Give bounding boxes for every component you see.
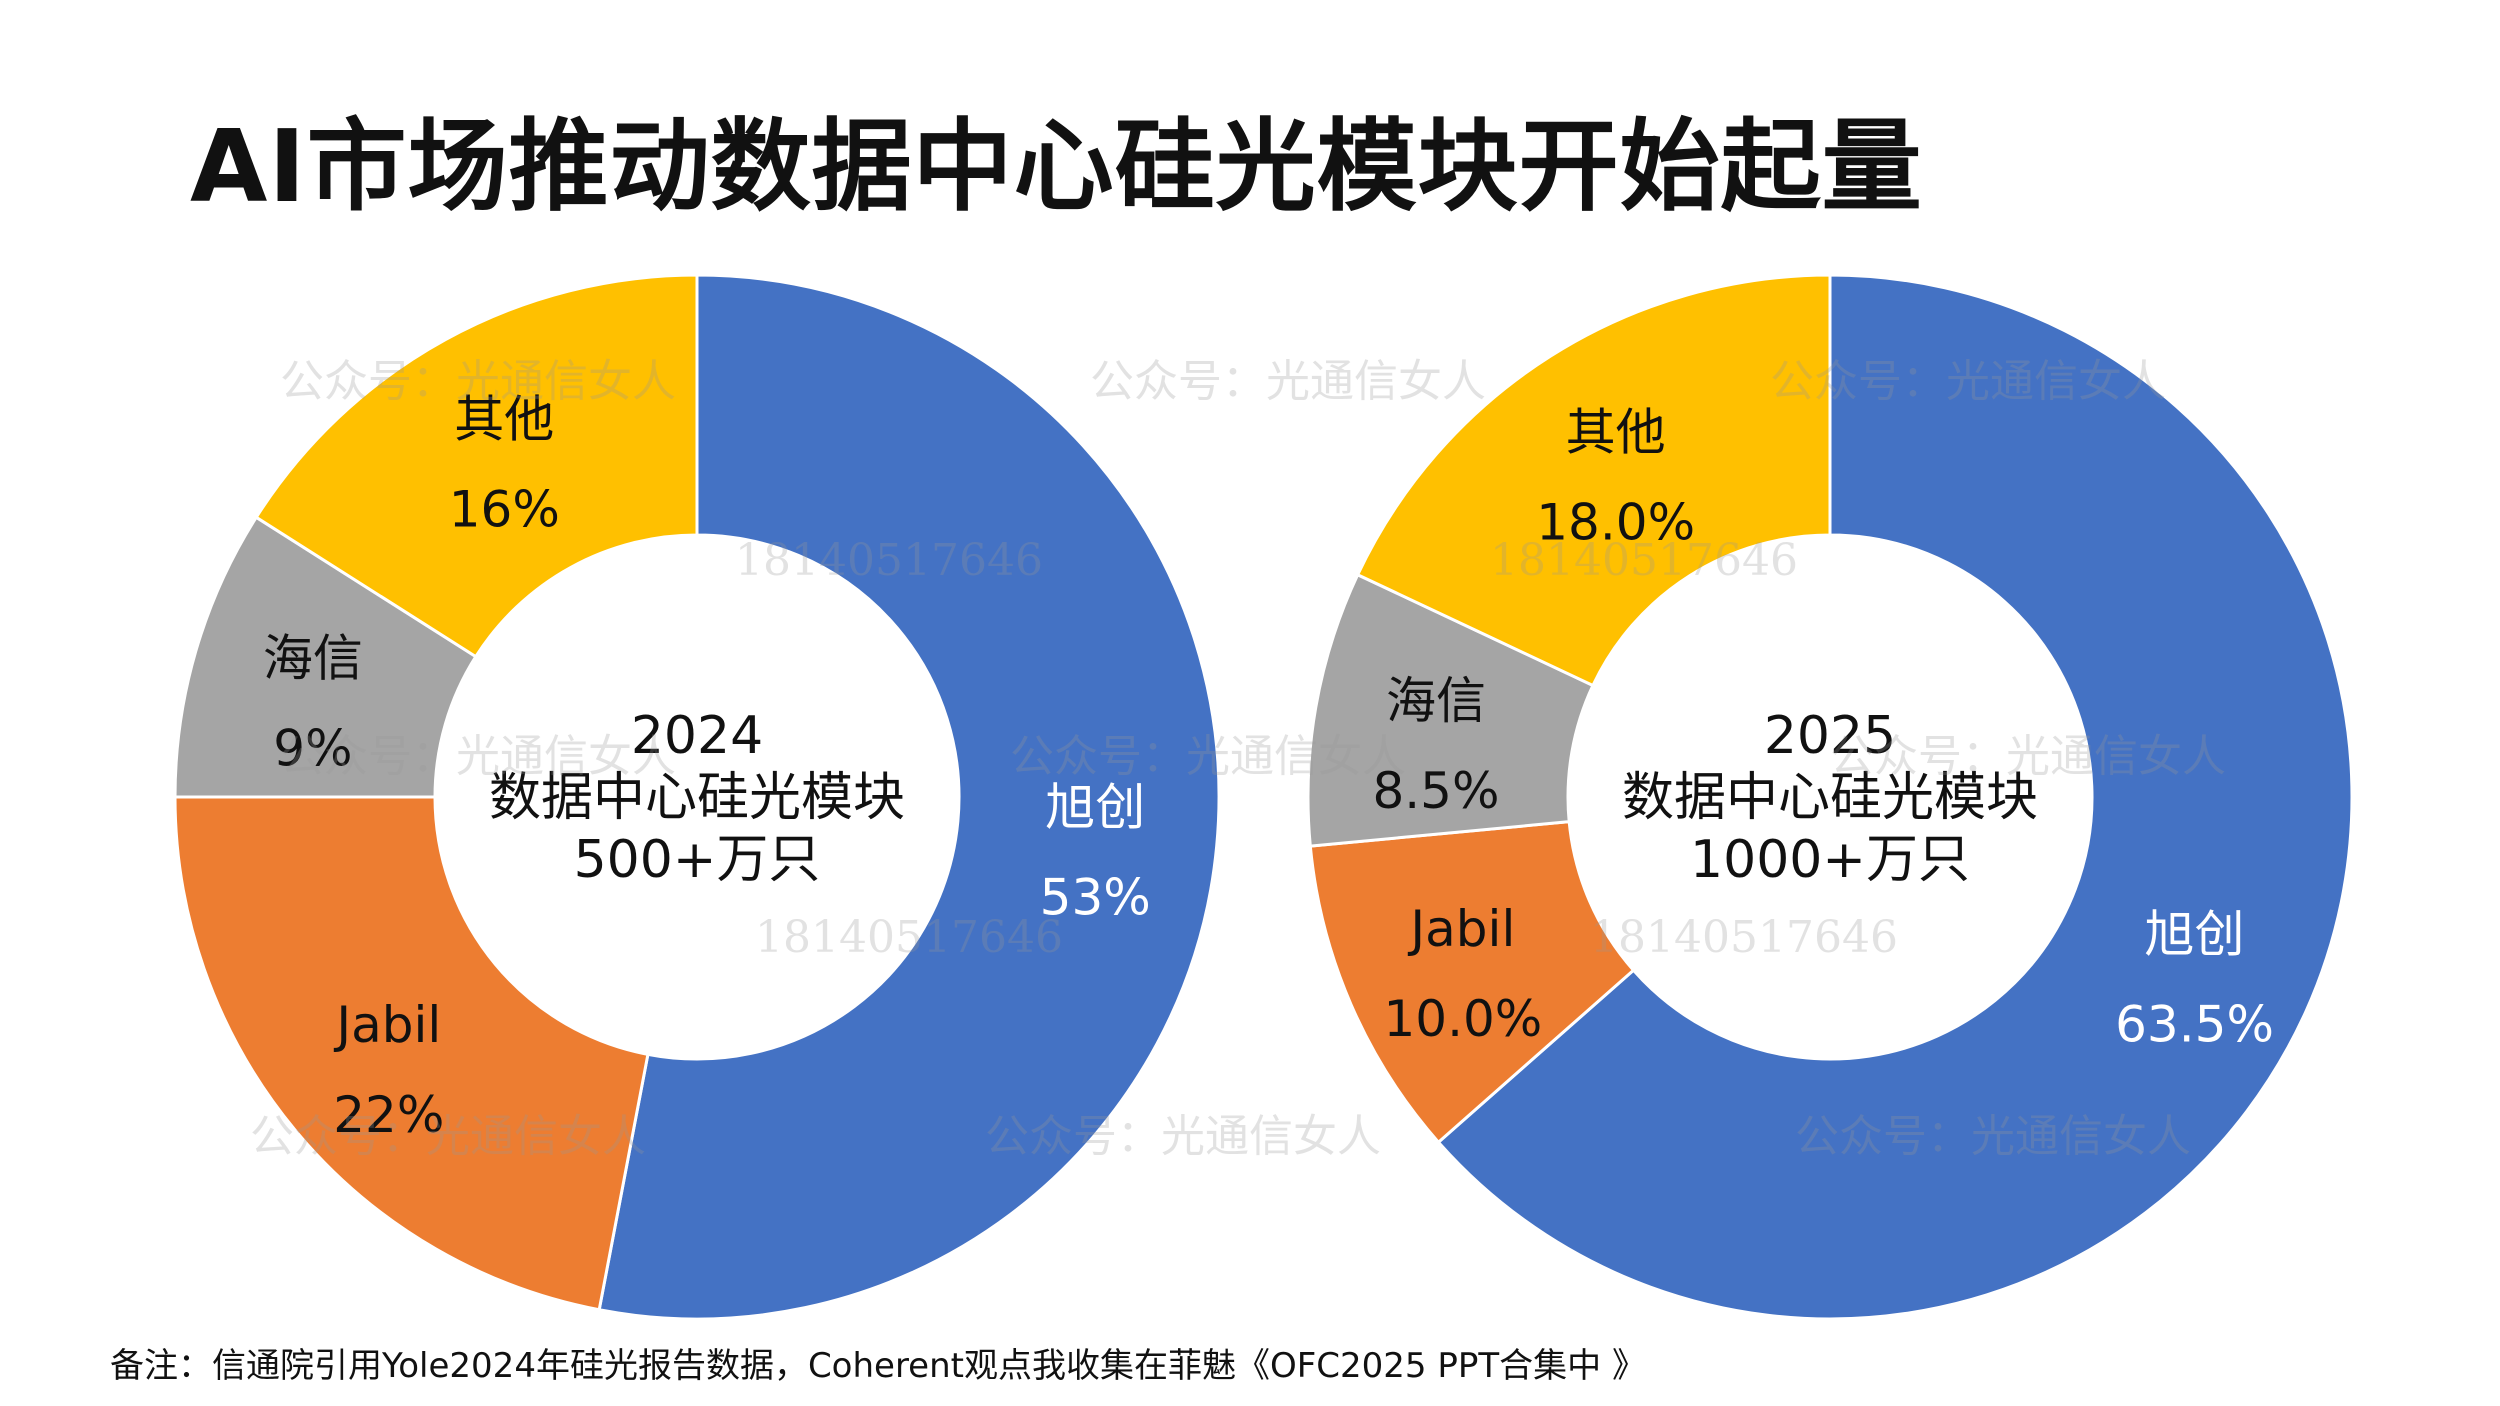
- donut-slice-Jabil: [173, 795, 650, 1312]
- slice-label-value: 8.5%: [1372, 762, 1499, 820]
- donut-center-line: 数据中心硅光模块: [489, 768, 905, 828]
- slice-label-value: 9%: [273, 719, 352, 777]
- slice-label-name: 其他: [454, 390, 554, 448]
- slice-label-name: 海信: [1386, 672, 1486, 730]
- slice-label-name: 旭创: [2145, 906, 2245, 964]
- slice-label-value: 63.5%: [2115, 996, 2274, 1054]
- donut-center-line: 2025: [1764, 706, 1896, 766]
- slice-label-name: 其他: [1566, 403, 1666, 461]
- donut-center-line: 2024: [631, 706, 763, 766]
- slice-label-name: Jabil: [333, 996, 441, 1054]
- donut-chart-2: 旭创 63.5% Jabil 10.0% 海信 8.5% 其他 18.0% 2025数据中心硅光…: [1306, 273, 2354, 1321]
- slice-label-name: 海信: [263, 629, 363, 687]
- page-title: AI市场推动数据中心硅光模块开始起量: [190, 108, 1923, 225]
- slice-label-name: Jabil: [1407, 900, 1515, 958]
- slice-label-value: 16%: [449, 480, 560, 538]
- donut-slice-海信: [173, 515, 478, 799]
- donut-center-line: 500+万只: [574, 830, 821, 890]
- donut-slice-其他: [254, 273, 699, 659]
- slice-label-name: 旭创: [1045, 779, 1145, 837]
- donut-center-line: 数据中心硅光模块: [1622, 768, 2038, 828]
- footnote: 备注：信通院引用Yole2024年硅光报告数据，Coherent观点我收集在菲魅…: [110, 1346, 1646, 1386]
- donut-slice-旭创: [597, 273, 1221, 1321]
- donut-slice-Jabil: [1308, 820, 1636, 1145]
- donut-slice-旭创: [1436, 273, 2354, 1321]
- slice-label-value: 53%: [1040, 869, 1151, 927]
- donut-slice-其他: [1355, 273, 1832, 688]
- slice-label-value: 18.0%: [1536, 493, 1695, 551]
- donut-center-line: 1000+万只: [1690, 830, 1970, 890]
- slice-label-value: 22%: [333, 1086, 444, 1144]
- slice-label-value: 10.0%: [1383, 990, 1542, 1048]
